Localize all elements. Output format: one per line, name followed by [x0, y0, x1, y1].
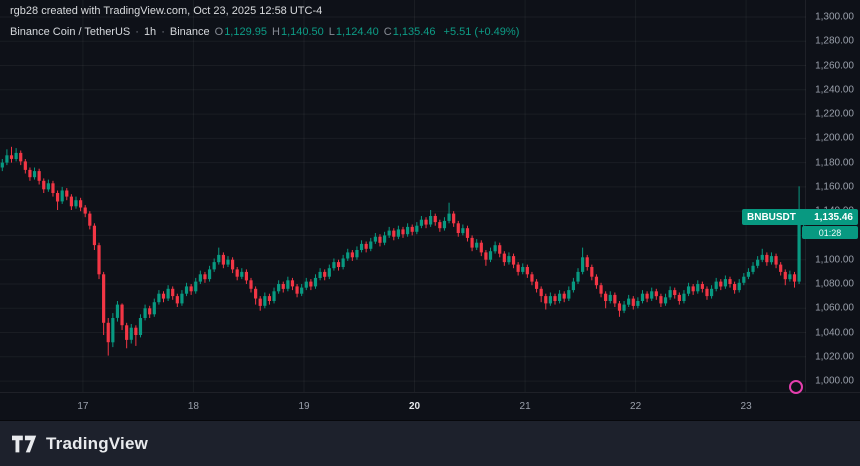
badge-price-value: 1,135.46	[814, 211, 853, 223]
countdown-value: 01:28	[818, 227, 842, 238]
time-axis[interactable]: 17 18 19 20 21 22 23	[0, 392, 860, 421]
symbol-legend: Binance Coin / TetherUS · 1h · Binance O…	[10, 26, 519, 38]
price-tick-label: 1,080.00	[815, 278, 854, 290]
price-tick-label: 1,240.00	[815, 84, 854, 96]
legend-separator: ·	[135, 26, 139, 38]
price-tick-label: 1,220.00	[815, 108, 854, 120]
price-tick-label: 1,060.00	[815, 302, 854, 314]
badge-symbol-label: BNBUSDT	[747, 211, 796, 223]
attribution-text: rgb28 created with TradingView.com, Oct …	[10, 5, 323, 17]
price-tick-label: 1,040.00	[815, 327, 854, 338]
price-tick-label: 1,300.00	[815, 11, 854, 23]
footer-bar: TradingView	[0, 420, 860, 466]
interval-label[interactable]: 1h	[143, 26, 157, 38]
legend-separator: ·	[161, 26, 165, 38]
price-tick-label: 1,100.00	[815, 254, 854, 266]
price-axis[interactable]: 1,300.00 1,280.00 1,260.00 1,240.00 1,220.00…	[805, 0, 860, 392]
price-change-label: +5.51 (+0.49%)	[443, 26, 520, 38]
last-price-badge: BNBUSDT 1,135.46	[742, 209, 858, 225]
magenta-circle-icon[interactable]	[789, 380, 803, 394]
ohlc-high: H 1,140.50	[272, 26, 324, 38]
tradingview-logo-icon[interactable]	[12, 434, 37, 454]
exchange-label: Binance	[169, 26, 210, 38]
time-tick-label: 20	[408, 401, 421, 412]
time-tick-label: 21	[519, 401, 531, 412]
price-tick-label: 1,200.00	[815, 132, 854, 144]
time-tick-label: 19	[298, 401, 310, 412]
price-tick-label: 1,000.00	[815, 375, 854, 387]
ohlc-close: C 1,135.46	[383, 26, 436, 38]
time-tick-label: 22	[630, 401, 642, 412]
price-tick-label: 1,260.00	[815, 60, 854, 71]
time-tick-label: 17	[77, 401, 89, 412]
price-tick-label: 1,180.00	[815, 157, 854, 169]
price-tick-label: 1,160.00	[815, 181, 854, 193]
time-tick-label: 23	[740, 401, 752, 412]
price-tick-label: 1,020.00	[815, 351, 854, 363]
tradingview-logo-text[interactable]: TradingView	[46, 433, 149, 453]
candlestick-plot[interactable]	[0, 0, 806, 392]
price-tick-label: 1,280.00	[815, 35, 854, 47]
ohlc-open: O 1,129.95	[214, 26, 268, 38]
countdown-badge: 01:28	[802, 226, 858, 239]
ohlc-low: L 1,124.40	[328, 26, 379, 38]
time-tick-label: 18	[187, 401, 199, 412]
symbol-title[interactable]: Binance Coin / TetherUS	[10, 26, 131, 38]
chart-area[interactable]: 1,300.00 1,280.00 1,260.00 1,240.00 1,220.00…	[0, 0, 860, 420]
